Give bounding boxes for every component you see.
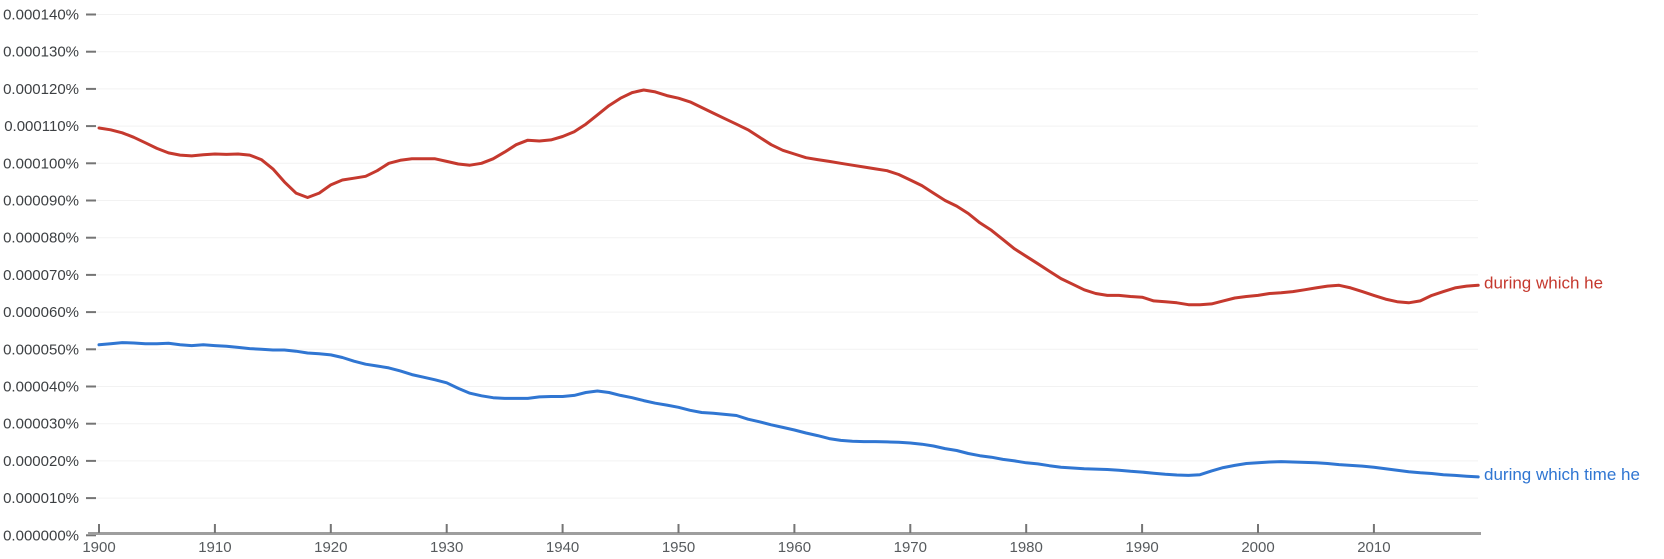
y-axis-label: 0.000080% bbox=[3, 230, 79, 247]
x-axis-label: 1930 bbox=[430, 539, 463, 556]
y-axis-label: 0.000070% bbox=[3, 267, 79, 284]
y-axis-label: 0.000030% bbox=[3, 416, 79, 433]
y-axis-label: 0.000020% bbox=[3, 453, 79, 470]
y-axis-label: 0.000140% bbox=[3, 7, 79, 24]
x-axis-label: 1970 bbox=[894, 539, 927, 556]
y-axis-label: 0.000050% bbox=[3, 341, 79, 358]
y-axis-label: 0.000120% bbox=[3, 81, 79, 98]
x-axis-label: 2000 bbox=[1241, 539, 1274, 556]
x-axis-label: 1990 bbox=[1125, 539, 1158, 556]
y-axis-label: 0.000010% bbox=[3, 490, 79, 507]
x-axis-label: 1950 bbox=[662, 539, 695, 556]
y-axis-label: 0.000100% bbox=[3, 155, 79, 172]
series-end-label-during-which-he[interactable]: during which he bbox=[1484, 273, 1603, 292]
x-axis-label: 1980 bbox=[1010, 539, 1043, 556]
series-line-during-which-he[interactable] bbox=[97, 88, 1480, 307]
y-axis-label: 0.000000% bbox=[3, 527, 79, 544]
y-axis-label: 0.000130% bbox=[3, 44, 79, 61]
x-axis-label: 1940 bbox=[546, 539, 579, 556]
y-axis-label: 0.000090% bbox=[3, 193, 79, 210]
y-axis-label: 0.000110% bbox=[4, 118, 79, 135]
x-axis-label: 1910 bbox=[198, 539, 231, 556]
series-end-label-during-which-time-he[interactable]: during which time he bbox=[1484, 465, 1640, 484]
x-axis-label: 1960 bbox=[778, 539, 811, 556]
x-axis-label: 2010 bbox=[1357, 539, 1390, 556]
series-line-during-which-time-he[interactable] bbox=[97, 341, 1480, 479]
x-axis-label: 1920 bbox=[314, 539, 347, 556]
y-axis-label: 0.000060% bbox=[3, 304, 79, 321]
x-axis-label: 1900 bbox=[82, 539, 115, 556]
y-axis-label: 0.000040% bbox=[3, 379, 79, 396]
